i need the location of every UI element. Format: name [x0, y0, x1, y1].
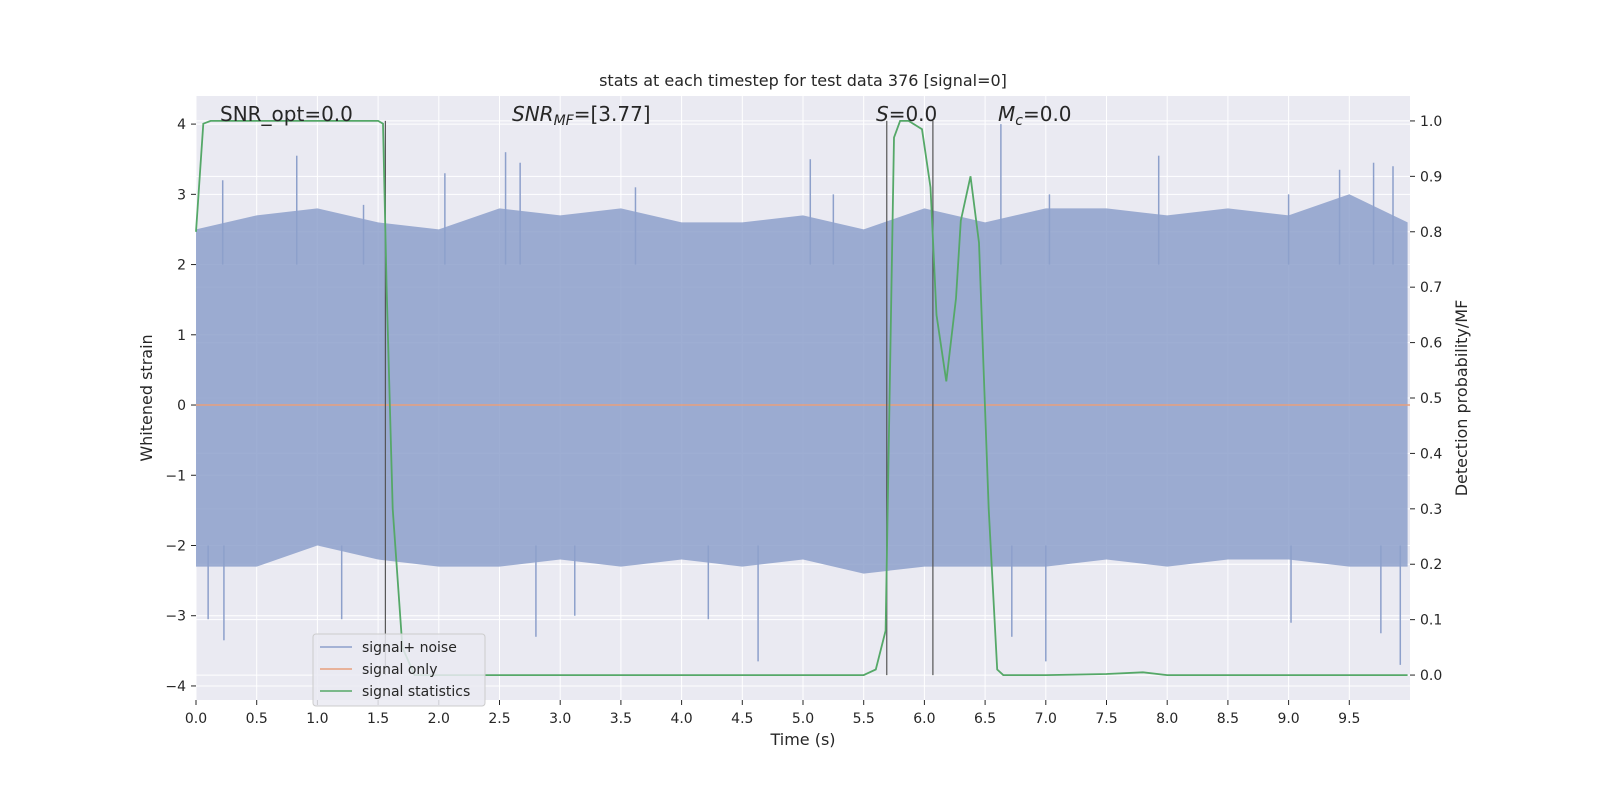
x-tick-label-10: 5.0 — [792, 711, 814, 727]
annotation-snr-mf-base: SNR — [512, 102, 554, 126]
x-tick-label-9: 4.5 — [731, 711, 753, 727]
x-tick-label-19: 9.5 — [1338, 711, 1360, 727]
y-right-tick-label-6: 0.6 — [1420, 336, 1442, 352]
x-axis-ticks: 0.0 0.5 1.0 1.5 2.0 2.5 3.0 3.5 4.0 4.5 5.0 5.5 6.0 6… — [185, 700, 1360, 727]
x-tick-label-5: 2.5 — [488, 711, 510, 727]
y-right-tick-label-7: 0.7 — [1420, 280, 1442, 296]
y-tick-label-3: −1 — [165, 468, 186, 484]
annotation-snr-mf: SNRMF=[3.77] — [512, 102, 651, 129]
x-tick-label-8: 4.0 — [670, 711, 692, 727]
x-tick-label-11: 5.5 — [853, 711, 875, 727]
y-tick-label-4: 0 — [177, 398, 186, 414]
x-tick-label-3: 1.5 — [367, 711, 389, 727]
annotation-mc-value: =0.0 — [1023, 102, 1072, 126]
legend: signal+ noise signal only signal statist… — [312, 633, 486, 707]
y-right-tick-label-8: 0.8 — [1420, 225, 1442, 241]
x-tick-label-7: 3.5 — [610, 711, 632, 727]
y-right-tick-label-3: 0.3 — [1420, 502, 1442, 518]
y-tick-label-0: −4 — [165, 679, 186, 695]
annotation-snr-mf-sub: MF — [554, 113, 575, 129]
y-tick-label-6: 2 — [177, 258, 186, 274]
statistics-series — [195, 120, 1408, 676]
noise-series — [196, 124, 1408, 665]
annotation-s-base: S — [876, 102, 889, 126]
y-axis-label: Whitened strain — [137, 334, 156, 461]
annotation-s: S=0.0 — [876, 102, 937, 126]
x-tick-label-1: 0.5 — [246, 711, 268, 727]
x-tick-label-14: 7.0 — [1035, 711, 1057, 727]
chart-title: stats at each timestep for test data 376… — [599, 71, 1007, 90]
legend-label-noise: signal+ noise — [362, 640, 457, 656]
y-right-axis-label: Detection probability/MF — [1452, 300, 1471, 497]
x-tick-label-4: 2.0 — [428, 711, 450, 727]
annotation-mc-sub: c — [1015, 113, 1023, 129]
y-tick-label-8: 4 — [177, 117, 186, 133]
annotation-mc: Mc=0.0 — [998, 102, 1072, 129]
annotation-snr-opt: SNR_opt=0.0 — [220, 102, 353, 126]
x-tick-label-6: 3.0 — [549, 711, 571, 727]
x-tick-label-15: 7.5 — [1095, 711, 1117, 727]
legend-box — [312, 633, 486, 707]
y-tick-label-5: 1 — [177, 328, 186, 344]
x-tick-label-12: 6.0 — [913, 711, 935, 727]
x-tick-label-0: 0.0 — [185, 711, 207, 727]
y-tick-label-1: −3 — [165, 609, 186, 625]
noise-envelope — [196, 194, 1408, 574]
y-axis-ticks: −4 −3 −2 −1 0 1 2 3 4 — [165, 117, 196, 695]
annotation-snr-mf-value: =[3.77] — [574, 102, 651, 126]
y-right-axis-ticks: 0.0 0.1 0.2 0.3 0.4 0.5 0.6 0.7 0.8 0.9 1.0 — [1410, 114, 1442, 684]
statistics-line — [195, 120, 1408, 676]
x-tick-label-16: 8.0 — [1156, 711, 1178, 727]
y-right-tick-label-2: 0.2 — [1420, 557, 1442, 573]
y-right-tick-label-5: 0.5 — [1420, 391, 1442, 407]
y-tick-label-7: 3 — [177, 187, 186, 203]
x-tick-label-18: 9.0 — [1277, 711, 1299, 727]
legend-label-statistics: signal statistics — [362, 684, 470, 700]
y-right-tick-label-9: 0.9 — [1420, 169, 1442, 185]
x-tick-label-13: 6.5 — [974, 711, 996, 727]
legend-label-signal: signal only — [362, 662, 437, 678]
y-right-tick-label-4: 0.4 — [1420, 446, 1442, 462]
annotation-mc-base: M — [998, 102, 1015, 126]
annotation-s-value: =0.0 — [889, 102, 938, 126]
x-axis-label: Time (s) — [769, 730, 835, 749]
y-right-tick-label-1: 0.1 — [1420, 613, 1442, 629]
y-tick-label-2: −2 — [165, 538, 186, 554]
y-right-tick-label-10: 1.0 — [1420, 114, 1442, 130]
x-tick-label-2: 1.0 — [306, 711, 328, 727]
y-right-tick-label-0: 0.0 — [1420, 668, 1442, 684]
x-tick-label-17: 8.5 — [1217, 711, 1239, 727]
